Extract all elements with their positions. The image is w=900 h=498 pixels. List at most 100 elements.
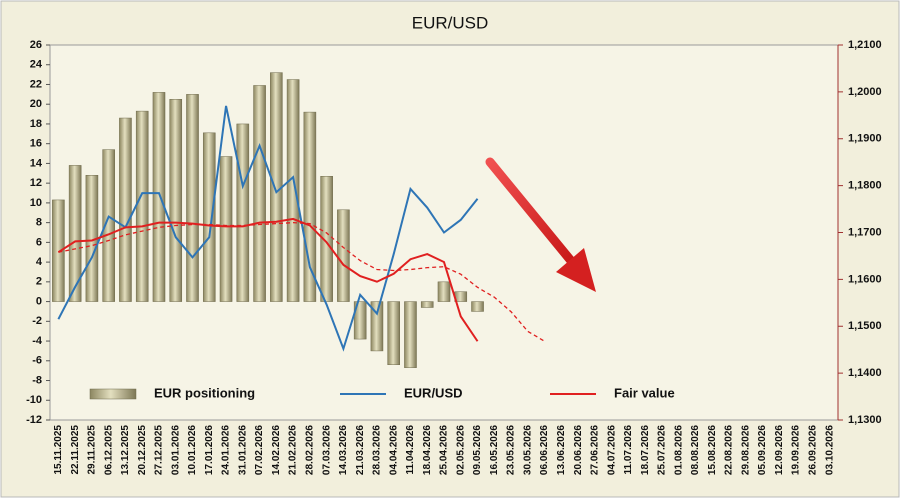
x-tick-label: 12.09.2026	[774, 425, 785, 475]
x-tick-label: 13.06.2026	[556, 425, 567, 475]
line	[57, 105, 479, 352]
y-tick-label: 2	[36, 276, 42, 288]
y2-tick-label: 1,1300	[848, 414, 882, 426]
x-tick-label: 06.12.2025	[103, 425, 114, 475]
bar	[219, 156, 233, 302]
x-tick-label: 29.11.2025	[87, 425, 98, 475]
x-tick-label: 04.07.2026	[606, 425, 617, 475]
bar	[152, 92, 166, 302]
x-tick-label: 08.08.2026	[690, 425, 701, 475]
x-tick-label: 14.03.2026	[338, 425, 349, 475]
bar	[353, 301, 367, 340]
x-tick-label: 17.01.2026	[204, 425, 215, 475]
y2-tick-label: 1,2100	[848, 39, 882, 51]
y2-tick-label: 1,2000	[848, 86, 882, 98]
x-tick-label: 15.08.2026	[707, 425, 718, 475]
bar	[102, 149, 115, 302]
x-tick-label: 21.03.2026	[355, 425, 366, 475]
line	[57, 217, 479, 342]
y-tick-label: 14	[30, 157, 43, 169]
x-tick-label: 25.04.2026	[439, 425, 450, 475]
y-tick-label: -2	[32, 315, 42, 327]
y-tick-label: 10	[30, 197, 42, 209]
y2-tick-label: 1,1700	[848, 226, 882, 238]
bar	[337, 209, 350, 302]
y-tick-label: -6	[32, 355, 42, 367]
x-tick-label: 29.08.2026	[740, 425, 751, 475]
y-tick-label: 26	[30, 39, 42, 51]
x-tick-label: 07.02.2026	[254, 425, 265, 475]
trend-arrow	[485, 157, 596, 292]
x-tick-label: 24.01.2026	[221, 425, 232, 475]
y-tick-label: -4	[32, 335, 43, 347]
y-tick-label: 24	[30, 59, 43, 71]
y2-tick-label: 1,1900	[848, 133, 882, 145]
y-tick-label: -8	[32, 374, 42, 386]
x-tick-label: 20.12.2025	[137, 425, 148, 475]
bar	[303, 111, 317, 302]
y2-tick-label: 1,1800	[848, 180, 882, 192]
bar	[471, 301, 484, 312]
bar	[404, 301, 417, 368]
x-tick-label: 27.12.2025	[154, 425, 165, 475]
x-tick-label: 14.02.2026	[271, 425, 282, 475]
x-tick-label: 27.06.2026	[590, 425, 601, 475]
x-tick-label: 03.01.2026	[170, 425, 181, 475]
legend-label: EUR/USD	[404, 385, 463, 400]
y-tick-label: 8	[36, 217, 42, 229]
bar	[253, 85, 266, 302]
bar	[52, 199, 65, 302]
legend-label: EUR positioning	[154, 385, 255, 400]
bar	[370, 301, 384, 352]
dashed-line	[58, 222, 545, 342]
bar	[186, 94, 199, 302]
x-tick-label: 28.03.2026	[372, 425, 383, 475]
x-tick-label: 15.11.2025	[53, 425, 64, 475]
y-tick-label: 4	[36, 256, 43, 268]
x-tick-label: 22.08.2026	[724, 425, 735, 475]
arrow-shaft	[485, 157, 577, 267]
legend-label: Fair value	[614, 385, 675, 400]
y2-tick-label: 1,1600	[848, 273, 882, 285]
x-tick-label: 31.01.2026	[237, 425, 248, 475]
x-tick-label: 20.06.2026	[573, 425, 584, 475]
arrow-head	[556, 248, 596, 292]
y-tick-label: -12	[26, 414, 42, 426]
y-tick-label: 0	[36, 295, 42, 307]
x-tick-label: 13.12.2025	[120, 425, 131, 475]
x-tick-label: 26.09.2026	[807, 425, 818, 475]
bar	[387, 301, 400, 365]
bar	[202, 132, 216, 302]
x-tick-label: 22.11.2025	[70, 425, 81, 475]
x-tick-label: 23.05.2026	[506, 425, 517, 475]
x-tick-label: 16.05.2026	[489, 425, 500, 475]
x-tick-label: 18.07.2026	[640, 425, 651, 475]
bar	[286, 79, 300, 302]
x-tick-label: 18.04.2026	[422, 425, 433, 475]
x-tick-label: 28.02.2026	[305, 425, 316, 475]
x-tick-label: 11.04.2026	[405, 425, 416, 475]
chart-title: EUR/USD	[412, 13, 489, 32]
x-tick-label: 19.09.2026	[791, 425, 802, 475]
y2-tick-label: 1,1400	[848, 367, 882, 379]
bar	[68, 165, 82, 302]
bar	[420, 301, 434, 308]
x-tick-label: 01.08.2026	[673, 425, 684, 475]
y-tick-label: 18	[30, 118, 42, 130]
y-tick-label: 16	[30, 138, 42, 150]
y-tick-label: -10	[26, 394, 42, 406]
bar	[437, 281, 451, 302]
x-tick-label: 09.05.2026	[472, 425, 483, 475]
bar	[236, 123, 250, 302]
y-tick-label: 20	[30, 98, 42, 110]
y-tick-label: 22	[30, 78, 42, 90]
x-tick-label: 07.03.2026	[321, 425, 332, 475]
x-tick-label: 05.09.2026	[757, 425, 768, 475]
x-tick-label: 11.07.2026	[623, 425, 634, 475]
x-tick-label: 06.06.2026	[539, 425, 550, 475]
bar	[169, 99, 183, 302]
y-tick-label: 6	[36, 236, 42, 248]
x-tick-label: 21.02.2026	[288, 425, 299, 475]
x-tick-label: 30.05.2026	[522, 425, 533, 475]
